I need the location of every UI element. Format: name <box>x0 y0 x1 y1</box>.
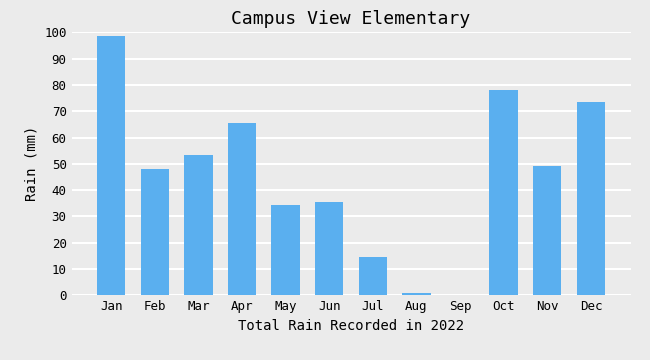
Y-axis label: Rain (mm): Rain (mm) <box>25 126 38 202</box>
Bar <box>140 169 169 295</box>
Bar <box>227 123 256 295</box>
X-axis label: Total Rain Recorded in 2022: Total Rain Recorded in 2022 <box>238 319 464 333</box>
Bar <box>489 90 518 295</box>
Bar <box>533 166 562 295</box>
Bar <box>272 204 300 295</box>
Bar <box>315 202 343 295</box>
Bar <box>402 293 430 295</box>
Bar <box>359 257 387 295</box>
Bar <box>184 154 213 295</box>
Title: Campus View Elementary: Campus View Elementary <box>231 10 471 28</box>
Bar <box>97 36 125 295</box>
Bar <box>577 102 605 295</box>
